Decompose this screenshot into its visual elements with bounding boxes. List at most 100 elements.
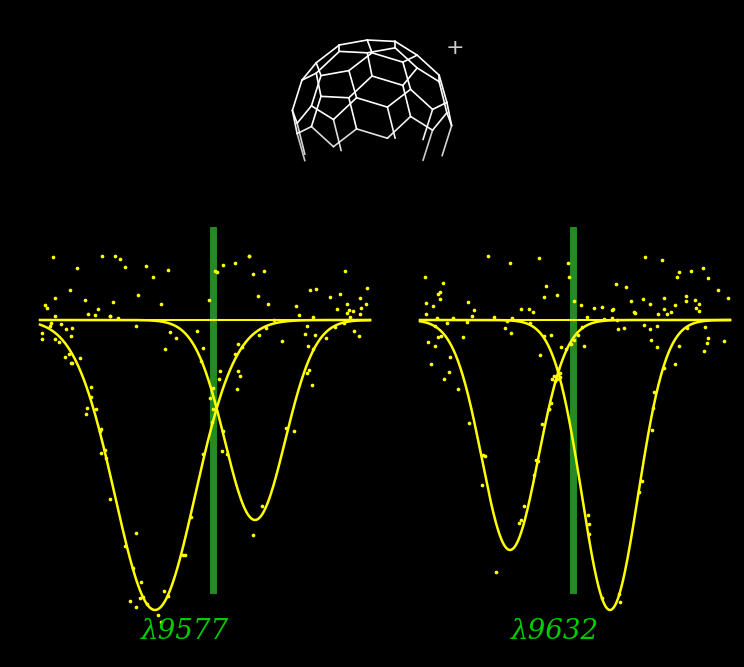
Point [260, 323, 272, 334]
Point [533, 253, 545, 263]
Point [354, 309, 366, 319]
Point [554, 372, 565, 383]
Point [59, 352, 71, 362]
Point [64, 284, 76, 295]
Point [536, 419, 548, 430]
Point [527, 306, 539, 317]
Point [155, 299, 167, 309]
Point [109, 251, 121, 261]
Point [49, 334, 61, 345]
Point [217, 446, 228, 456]
Point [548, 371, 559, 382]
Point [422, 336, 434, 347]
Point [644, 299, 656, 309]
Text: λ9577: λ9577 [141, 618, 229, 645]
Point [441, 317, 453, 328]
Point [680, 296, 692, 307]
Point [65, 358, 77, 368]
Point [544, 404, 556, 414]
Point [209, 265, 221, 276]
Point [560, 344, 572, 355]
Point [100, 453, 112, 464]
Point [341, 299, 353, 309]
Point [353, 331, 365, 342]
Point [354, 293, 366, 303]
Point [658, 293, 670, 303]
Point [82, 309, 94, 319]
Point [498, 322, 510, 333]
Point [651, 321, 663, 331]
Point [36, 334, 48, 345]
Point [217, 260, 229, 271]
Point [307, 311, 319, 322]
Point [217, 426, 229, 436]
Point [458, 331, 469, 342]
Point [506, 313, 518, 323]
Point [598, 313, 610, 324]
Point [613, 589, 625, 600]
Point [257, 266, 269, 277]
Point [49, 293, 61, 303]
Point [211, 267, 222, 277]
Point [513, 518, 525, 528]
Point [275, 335, 287, 346]
Point [135, 592, 147, 603]
Point [80, 402, 92, 413]
Point [120, 540, 132, 551]
Point [618, 322, 630, 333]
Point [645, 335, 657, 346]
Point [606, 313, 618, 323]
Point [444, 352, 456, 363]
Point [247, 268, 259, 279]
Point [434, 287, 446, 297]
Point [170, 333, 182, 344]
Point [463, 418, 475, 428]
Point [568, 335, 580, 346]
Point [89, 310, 101, 321]
Point [690, 303, 702, 313]
Point [658, 363, 670, 374]
Point [48, 251, 60, 262]
Point [161, 265, 173, 275]
Point [230, 349, 242, 360]
Point [232, 339, 244, 350]
Text: λ9632: λ9632 [511, 618, 599, 645]
Point [288, 426, 300, 437]
Point [673, 340, 685, 351]
Point [256, 501, 268, 512]
Point [490, 566, 502, 577]
Point [523, 303, 535, 314]
Point [577, 341, 589, 352]
Point [701, 338, 713, 349]
Point [646, 424, 658, 435]
Point [563, 272, 575, 283]
Point [477, 450, 489, 460]
Point [155, 616, 167, 627]
Point [234, 371, 246, 382]
Point [86, 392, 97, 402]
Point [208, 404, 219, 414]
Point [628, 306, 640, 317]
Point [303, 341, 315, 352]
Point [347, 305, 359, 316]
Point [56, 319, 68, 329]
Point [124, 596, 135, 606]
Point [538, 330, 550, 341]
Point [437, 277, 449, 288]
Point [130, 602, 142, 612]
Point [688, 294, 700, 305]
Point [95, 251, 107, 261]
Point [575, 299, 587, 310]
Point [99, 445, 111, 456]
Point [429, 321, 441, 331]
Point [229, 258, 241, 269]
Point [671, 272, 683, 283]
Point [693, 305, 705, 316]
Point [572, 329, 584, 340]
Point [638, 251, 650, 262]
Point [320, 332, 332, 343]
Point [420, 271, 432, 282]
Point [162, 590, 174, 601]
Point [722, 293, 734, 303]
Point [538, 291, 550, 302]
